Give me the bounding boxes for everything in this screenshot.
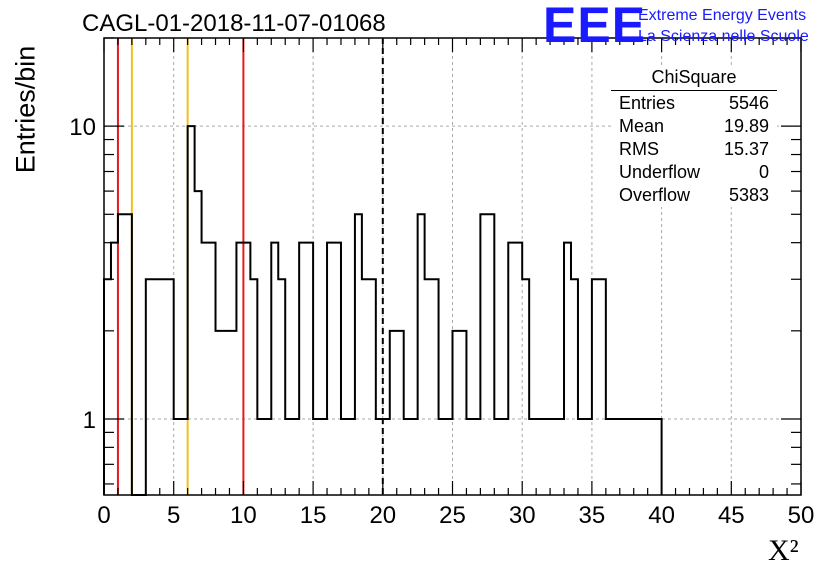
tick-labels: 0 5 10 15 20 25 30 35 40 45 50 1 10 <box>69 114 814 529</box>
x-tick-label: 35 <box>579 502 606 529</box>
x-tick-label: 50 <box>788 502 815 529</box>
x-tick-label: 25 <box>439 502 466 529</box>
chart-title: CAGL-01-2018-11-07-01068 <box>82 10 386 37</box>
x-tick-label: 30 <box>509 502 536 529</box>
y-tick-label: 10 <box>69 114 96 141</box>
x-tick-label: 40 <box>648 502 675 529</box>
stats-title: ChiSquare <box>651 67 737 87</box>
logo-mark: EEE <box>543 0 647 53</box>
stats-key: RMS <box>619 139 659 159</box>
y-axis-label: Entries/bin <box>10 45 41 174</box>
stats-key: Mean <box>619 116 665 136</box>
stats-value: 5546 <box>728 93 769 113</box>
x-tick-label: 5 <box>167 502 180 529</box>
y-tick-label: 1 <box>83 407 96 434</box>
x-tick-label: 20 <box>369 502 396 529</box>
x-tick-label: 0 <box>97 502 110 529</box>
stats-key: Underflow <box>619 162 701 182</box>
stats-value: 19.89 <box>723 116 769 136</box>
histogram-bars <box>103 125 663 496</box>
histogram-step <box>103 125 663 496</box>
stats-key: Entries <box>619 93 676 113</box>
x-tick-label: 45 <box>718 502 745 529</box>
logo-line-2: La Scienza nelle Scuole <box>638 28 809 45</box>
logo-line-1: Extreme Energy Events <box>638 7 807 24</box>
stats-divider <box>611 90 777 91</box>
stats-value: 15.37 <box>723 139 769 159</box>
stats-key: Overflow <box>619 185 691 205</box>
x-tick-label: 10 <box>230 502 257 529</box>
axes <box>103 37 802 496</box>
stats-box: ChiSquare Entries 5546 Mean 19.89 RMS 15… <box>611 67 777 207</box>
stats-value: 5383 <box>728 185 769 205</box>
x-axis-label: X² <box>768 534 799 567</box>
x-tick-label: 15 <box>300 502 327 529</box>
stats-value: 0 <box>758 162 769 182</box>
